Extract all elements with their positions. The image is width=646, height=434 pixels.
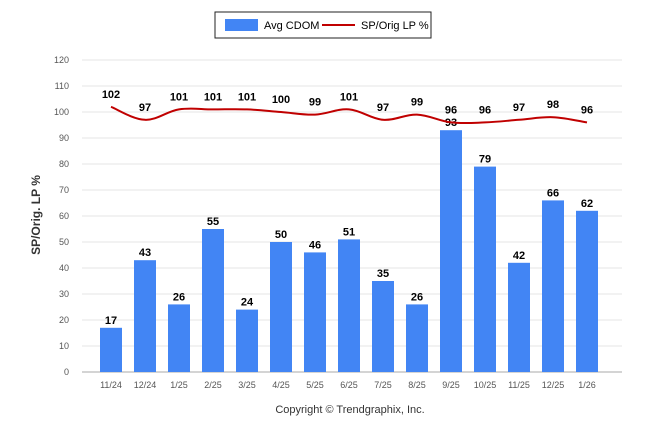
x-tick-label: 8/25 bbox=[408, 380, 426, 390]
line-series bbox=[110, 105, 588, 125]
y-tick-label: 110 bbox=[55, 81, 69, 91]
bar-value-label: 43 bbox=[139, 247, 151, 259]
y-axis-ticks: 0 10 20 30 40 50 60 70 80 90 100 110 120 bbox=[54, 55, 69, 377]
line-value-label: 96 bbox=[445, 104, 457, 116]
x-tick-label: 3/25 bbox=[238, 380, 256, 390]
bar bbox=[202, 229, 224, 372]
line-value-label: 99 bbox=[411, 97, 423, 109]
bar-value-label: 42 bbox=[513, 250, 525, 262]
y-tick-label: 80 bbox=[59, 159, 69, 169]
x-tick-label: 2/25 bbox=[204, 380, 222, 390]
bar-value-label: 24 bbox=[241, 297, 254, 309]
x-axis-ticks: 11/24 12/24 1/25 2/25 3/25 4/25 5/25 6/25 7/25 8/… bbox=[100, 380, 596, 390]
legend: Avg CDOM SP/Orig LP % bbox=[214, 11, 432, 39]
bars bbox=[100, 130, 598, 372]
y-tick-label: 60 bbox=[59, 211, 69, 221]
y-tick-label: 0 bbox=[64, 367, 69, 377]
y-tick-label: 20 bbox=[59, 315, 69, 325]
y-tick-label: 50 bbox=[59, 237, 69, 247]
y-tick-label: 40 bbox=[59, 263, 69, 273]
y-tick-label: 90 bbox=[59, 133, 69, 143]
bar bbox=[576, 210, 598, 372]
line-value-label: 97 bbox=[377, 102, 389, 114]
bar bbox=[474, 166, 496, 372]
x-tick-label: 7/25 bbox=[374, 380, 392, 390]
x-tick-label: 5/25 bbox=[306, 380, 324, 390]
bar bbox=[508, 262, 530, 372]
line-value-label: 97 bbox=[139, 102, 151, 114]
line-value-label: 100 bbox=[272, 94, 290, 106]
bar bbox=[338, 239, 360, 372]
line-value-label: 96 bbox=[479, 104, 491, 116]
x-tick-label: 10/25 bbox=[474, 380, 497, 390]
line-value-label: 99 bbox=[309, 97, 321, 109]
bar bbox=[134, 260, 156, 372]
x-tick-label: 11/25 bbox=[508, 380, 530, 390]
bar-value-label: 55 bbox=[207, 216, 219, 228]
line-value-label: 97 bbox=[513, 102, 525, 114]
bar bbox=[168, 304, 190, 372]
bar bbox=[542, 200, 564, 372]
y-axis-label: SP/Orig. LP % bbox=[29, 175, 43, 255]
bar bbox=[270, 242, 292, 372]
line-labels: 102 97 101 101 101 100 99 101 97 99 96 96 97 98 96 bbox=[102, 89, 593, 117]
x-tick-label: 12/24 bbox=[134, 380, 157, 390]
x-tick-label: 6/25 bbox=[340, 380, 358, 390]
bar-value-label: 35 bbox=[377, 268, 389, 280]
legend-label-avg-cdom: Avg CDOM bbox=[264, 20, 319, 32]
bar-value-label: 17 bbox=[105, 315, 117, 327]
bar bbox=[372, 281, 394, 372]
y-tick-label: 10 bbox=[59, 341, 69, 351]
bar-value-label: 51 bbox=[343, 226, 355, 238]
x-tick-label: 1/26 bbox=[578, 380, 596, 390]
x-tick-label: 12/25 bbox=[542, 380, 565, 390]
bar-value-label: 26 bbox=[411, 291, 423, 303]
line-value-label: 96 bbox=[581, 104, 593, 116]
bar bbox=[236, 309, 258, 372]
line-value-label: 98 bbox=[547, 99, 559, 111]
sp-orig-lp-line bbox=[110, 105, 588, 125]
y-tick-label: 30 bbox=[59, 289, 69, 299]
copyright: Copyright © Trendgraphix, Inc. bbox=[275, 404, 424, 416]
line-value-label: 102 bbox=[102, 89, 120, 101]
x-tick-label: 4/25 bbox=[272, 380, 290, 390]
line-value-label: 101 bbox=[340, 91, 358, 103]
x-tick-label: 1/25 bbox=[170, 380, 188, 390]
y-tick-label: 100 bbox=[54, 107, 69, 117]
bar bbox=[100, 327, 122, 372]
y-tick-label: 70 bbox=[59, 185, 69, 195]
x-tick-label: 9/25 bbox=[442, 380, 460, 390]
bar bbox=[440, 130, 462, 372]
bar bbox=[304, 252, 326, 372]
bar bbox=[406, 304, 428, 372]
bar-value-label: 66 bbox=[547, 187, 559, 199]
legend-swatch-avg-cdom bbox=[225, 19, 258, 31]
y-tick-label: 120 bbox=[54, 55, 69, 65]
bar-value-label: 26 bbox=[173, 291, 185, 303]
legend-label-sp-orig-lp: SP/Orig LP % bbox=[361, 20, 429, 32]
bar-value-label: 62 bbox=[581, 198, 593, 210]
bar-value-label: 46 bbox=[309, 239, 321, 251]
line-value-label: 101 bbox=[238, 91, 256, 103]
line-value-label: 101 bbox=[170, 91, 188, 103]
bar-value-label: 50 bbox=[275, 229, 287, 241]
x-tick-label: 11/24 bbox=[100, 380, 122, 390]
line-value-label: 101 bbox=[204, 91, 222, 103]
bar-value-label: 79 bbox=[479, 154, 491, 166]
